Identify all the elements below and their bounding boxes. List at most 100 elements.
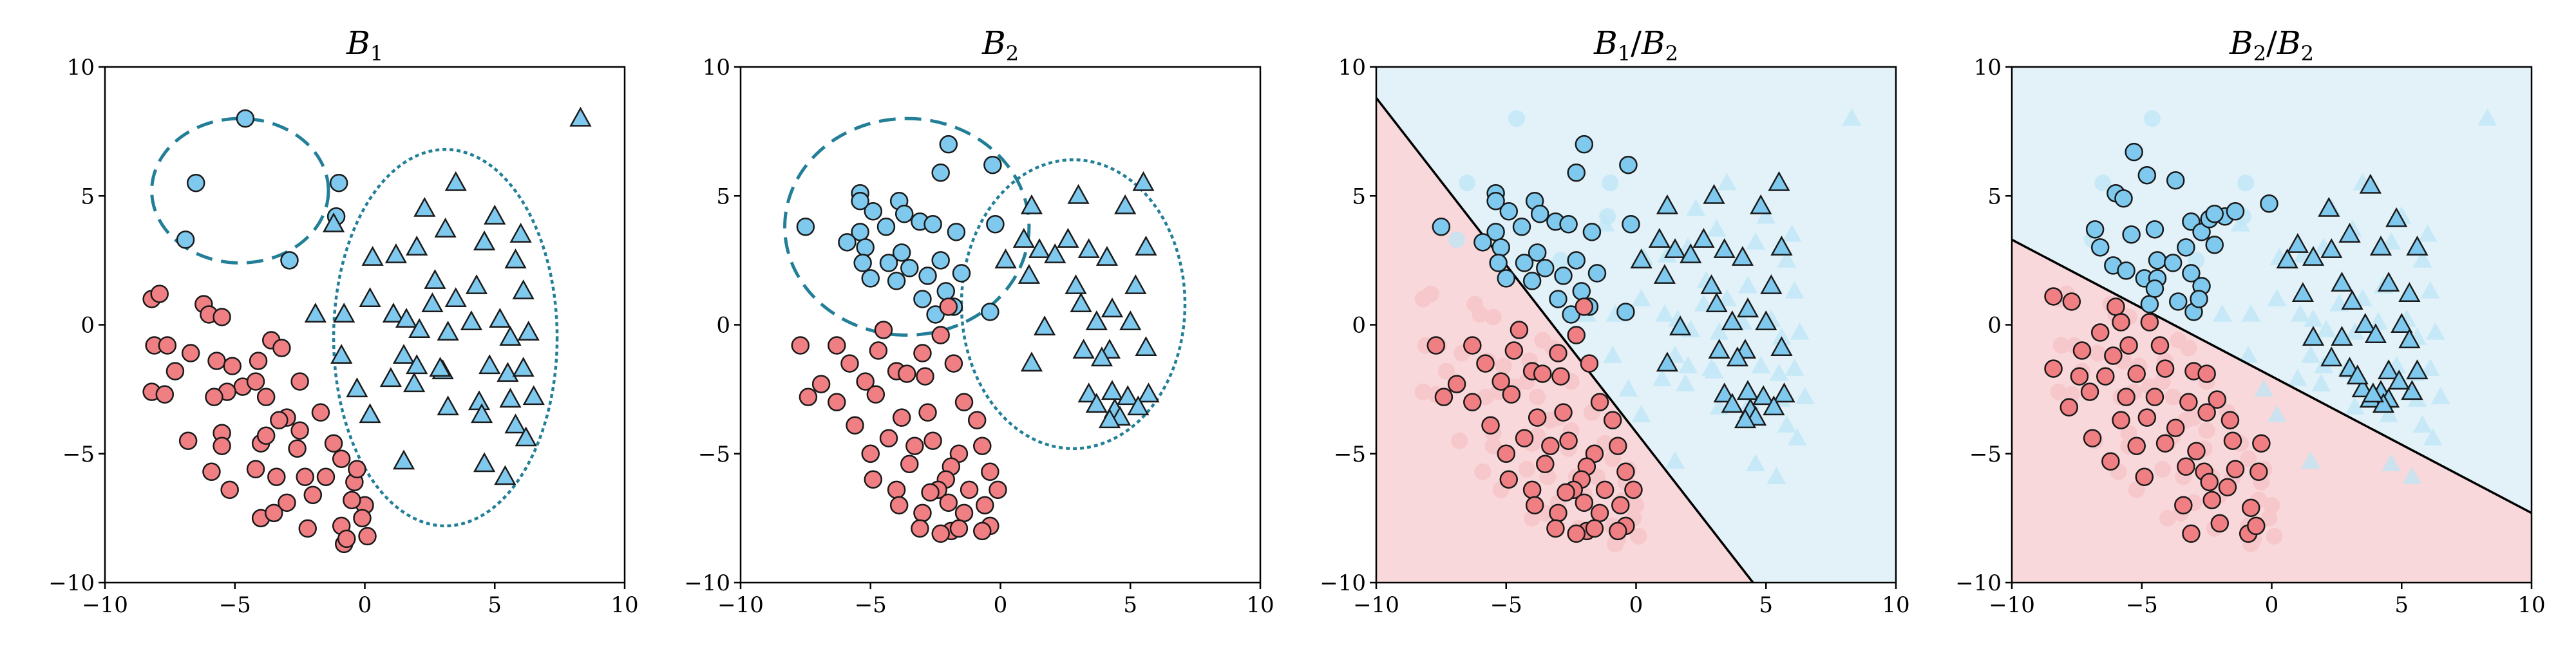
triangle-point [330, 344, 353, 364]
faded-point [2379, 404, 2399, 422]
triangle-point [1703, 183, 1725, 204]
circle-point [1616, 462, 1635, 482]
x-tick-label: 0 [2265, 592, 2279, 618]
triangle-point [406, 236, 428, 256]
circle-point [1546, 519, 1565, 538]
circle-point [2070, 367, 2089, 386]
circle-point [1476, 354, 1495, 373]
circle-point [2140, 295, 2159, 314]
series-1 [2085, 142, 2278, 321]
triangle-point [1726, 346, 1748, 367]
circle-point [887, 272, 906, 290]
circle-point [869, 341, 888, 360]
y-tick-label: 5 [716, 183, 730, 209]
circle-point [1512, 218, 1531, 236]
faded-point [1484, 308, 1502, 326]
series-2 [2276, 173, 2429, 413]
x-tick-label: 5 [1123, 592, 1137, 618]
circle-point [2187, 442, 2206, 460]
triangle-point [434, 217, 457, 238]
circle-point [861, 269, 880, 288]
circle-point [2177, 457, 2195, 476]
triangle-point [1065, 274, 1087, 294]
circle-point [939, 297, 958, 316]
y-tick-label: 0 [716, 313, 730, 339]
triangle-point [1072, 339, 1095, 359]
circle-point [249, 352, 268, 370]
y-tick-label: 10 [1338, 55, 1366, 80]
circle-point [1551, 367, 1570, 386]
faded-point [2266, 527, 2283, 545]
faded-point [2301, 345, 2321, 363]
x-tick-label: 5 [1759, 592, 1773, 618]
title-main: B [1593, 24, 1618, 62]
triangle-point [2377, 359, 2400, 380]
series-3 [142, 285, 377, 554]
circle-point [1590, 503, 1609, 523]
circle-point [1616, 303, 1635, 321]
triangle-point [1656, 352, 1679, 372]
panel-title: B1/B2 [1593, 24, 1678, 66]
circle-point [2202, 491, 2221, 510]
circle-point [1525, 496, 1544, 515]
triangle-point [1127, 395, 1150, 416]
circle-point [166, 362, 185, 380]
circle-point [879, 254, 898, 272]
triangle-point [509, 223, 532, 243]
triangle-point [1028, 238, 1051, 258]
triangle-point [1070, 292, 1092, 312]
triangle-point [2276, 248, 2298, 268]
triangle-point [1700, 274, 1723, 294]
circle-point [2072, 341, 2092, 360]
circle-point [923, 431, 942, 450]
title-subscript: 1 [370, 41, 383, 66]
circle-point [2163, 254, 2183, 272]
faded-point [1603, 345, 1623, 363]
circle-point [1447, 375, 1466, 393]
faded-point [2052, 337, 2070, 354]
faded-point [2267, 404, 2287, 422]
circle-point [2085, 220, 2105, 239]
triangle-point [1755, 310, 1777, 330]
circle-point [2140, 313, 2159, 332]
chart-panel-2: −10 −5 0 5 10 −10 −5 0 5 10 B2 [684, 24, 1274, 618]
circle-point [2107, 297, 2125, 316]
circle-point [1575, 297, 1594, 316]
circle-point [989, 480, 1007, 500]
y-tick-label: 10 [703, 55, 730, 80]
circle-point [2114, 189, 2133, 208]
y-tick-label: −10 [684, 570, 730, 596]
y-tick-label: −5 [1334, 442, 1366, 467]
circle-point [2197, 364, 2216, 383]
triangle-point [1135, 236, 1157, 256]
circle-point [1557, 483, 1575, 502]
triangle-point [1731, 246, 1754, 266]
circle-point [1515, 429, 1534, 447]
circle-point [288, 439, 307, 458]
faded-point [1495, 357, 1512, 375]
circle-point [337, 529, 356, 549]
circle-point [892, 408, 911, 427]
circle-point [2117, 388, 2136, 406]
circle-point [2135, 467, 2154, 487]
x-tick-label: 5 [488, 592, 502, 618]
triangle-point [2286, 233, 2309, 253]
circle-point [223, 357, 242, 375]
circle-point [2148, 251, 2167, 270]
faded-point [2304, 309, 2324, 327]
faded-point [2159, 509, 2177, 527]
circle-point [290, 372, 309, 391]
circle-point [1497, 269, 1515, 288]
triangle-point [478, 354, 501, 375]
faded-point [1777, 415, 1797, 433]
triangle-point [1736, 297, 1759, 317]
circle-point [1549, 344, 1567, 362]
circle-point [960, 480, 979, 500]
circle-point [986, 215, 1005, 234]
plot-area [783, 117, 1187, 543]
circle-point [1609, 436, 1627, 455]
circle-point [236, 109, 255, 128]
triangle-point [460, 310, 483, 330]
circle-point [1536, 259, 1555, 277]
